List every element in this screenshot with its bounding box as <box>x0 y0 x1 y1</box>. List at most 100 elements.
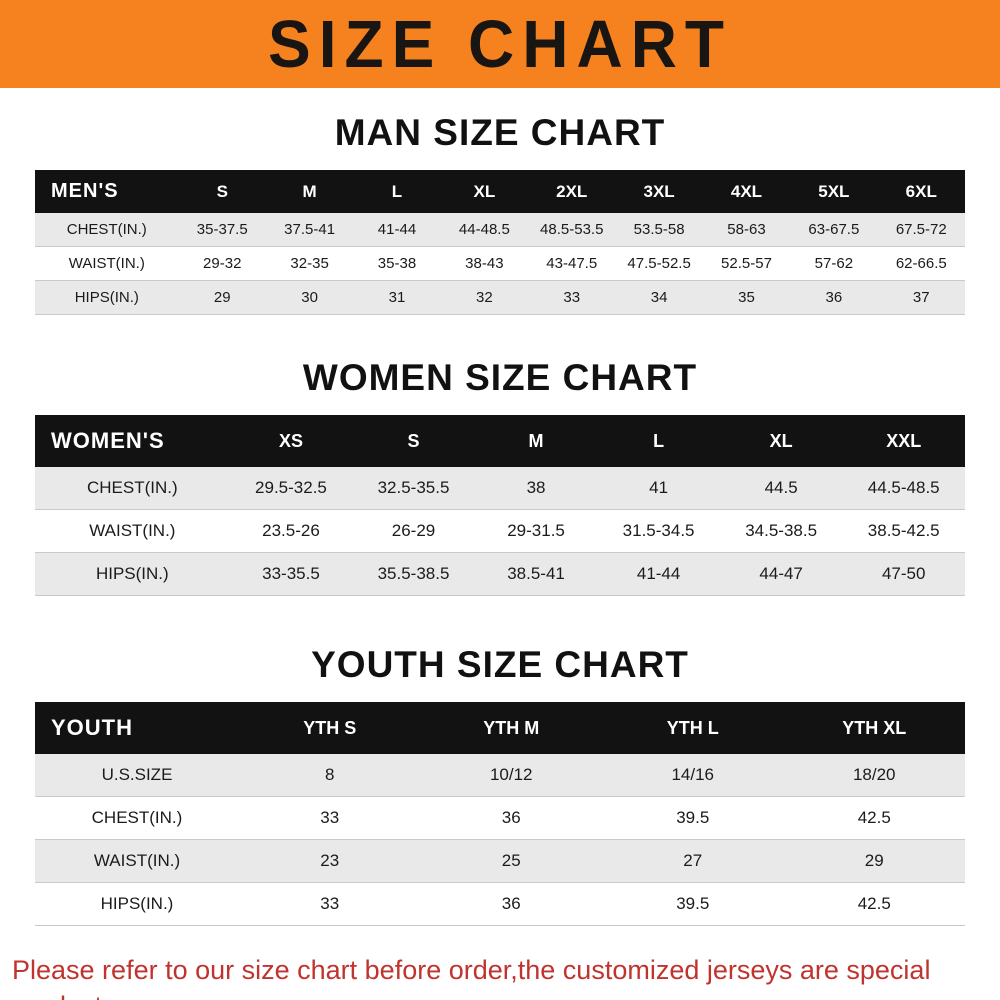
size-header-cell: XL <box>440 170 529 213</box>
size-header-cell: S <box>352 415 475 467</box>
data-cell: 14/16 <box>602 754 784 797</box>
data-cell: 41 <box>597 467 720 510</box>
size-header-cell: XL <box>719 415 843 467</box>
size-header-cell: 6XL <box>877 170 965 213</box>
women-section-heading: WOMEN SIZE CHART <box>302 357 698 398</box>
data-cell: 36 <box>420 796 602 840</box>
data-cell: 32.5-35.5 <box>352 467 475 510</box>
table-row: WAIST(IN.) 23.5-26 26-29 29-31.5 31.5-34.5 34… <box>35 509 965 553</box>
women-size-table: WOMEN'S XS S M L XL XXL CHEST(IN.) 29.5-32.5 32.5… <box>35 415 965 596</box>
data-cell: 29-31.5 <box>474 509 598 553</box>
data-cell: 8 <box>239 754 421 797</box>
data-cell: 32-35 <box>265 246 354 281</box>
row-label-cell: WAIST(IN.) <box>35 509 230 553</box>
data-cell: 25 <box>420 839 602 883</box>
data-cell: 36 <box>420 882 602 926</box>
data-cell: 38-43 <box>440 246 529 281</box>
table-title-cell: MEN'S <box>35 170 179 213</box>
data-cell: 33-35.5 <box>229 552 353 596</box>
table-row: HIPS(IN.) 33 36 39.5 42.5 <box>35 882 965 926</box>
size-header-cell: XS <box>229 415 353 467</box>
footer-notice: Please refer to our size chart before or… <box>0 952 1000 1000</box>
size-header-cell: YTH M <box>420 702 602 754</box>
data-cell: 47.5-52.5 <box>615 246 703 281</box>
header-row: MEN'S S M L XL 2XL 3XL 4XL 5XL 6XL <box>35 170 965 213</box>
row-label-cell: CHEST(IN.) <box>35 467 230 510</box>
data-cell: 30 <box>265 280 354 315</box>
row-label-cell: HIPS(IN.) <box>35 552 230 596</box>
data-cell: 37.5-41 <box>265 213 354 247</box>
data-cell: 29 <box>783 839 965 883</box>
size-header-cell: YTH XL <box>783 702 965 754</box>
youth-size-table: YOUTH YTH S YTH M YTH L YTH XL U.S.SIZE 8 10/12… <box>35 702 965 926</box>
data-cell: 44-47 <box>719 552 843 596</box>
row-label-cell: HIPS(IN.) <box>35 280 179 315</box>
size-header-cell: 4XL <box>702 170 791 213</box>
data-cell: 39.5 <box>602 796 784 840</box>
man-size-table: MEN'S S M L XL 2XL 3XL 4XL 5XL 6XL CHEST(IN.) 35-37… <box>35 170 965 315</box>
data-cell: 44.5-48.5 <box>842 467 965 510</box>
data-cell: 58-63 <box>702 213 791 247</box>
data-cell: 23 <box>239 839 421 883</box>
table-row: U.S.SIZE 8 10/12 14/16 18/20 <box>35 754 965 797</box>
data-cell: 18/20 <box>783 754 965 797</box>
data-cell: 29-32 <box>178 246 266 281</box>
data-cell: 32 <box>440 280 529 315</box>
data-cell: 48.5-53.5 <box>528 213 616 247</box>
header-row: WOMEN'S XS S M L XL XXL <box>35 415 965 467</box>
data-cell: 35 <box>702 280 791 315</box>
data-cell: 29.5-32.5 <box>229 467 353 510</box>
data-cell: 37 <box>877 280 965 315</box>
size-header-cell: XXL <box>842 415 965 467</box>
header-row: YOUTH YTH S YTH M YTH L YTH XL <box>35 702 965 754</box>
data-cell: 62-66.5 <box>877 246 965 281</box>
data-cell: 53.5-58 <box>615 213 703 247</box>
row-label-cell: HIPS(IN.) <box>35 882 239 926</box>
size-header-cell: YTH L <box>602 702 784 754</box>
data-cell: 31 <box>353 280 441 315</box>
banner: SIZE CHART <box>0 0 1000 88</box>
row-label-cell: U.S.SIZE <box>35 754 239 797</box>
data-cell: 47-50 <box>842 552 965 596</box>
data-cell: 33 <box>239 796 421 840</box>
size-header-cell: L <box>597 415 720 467</box>
size-header-cell: 3XL <box>615 170 703 213</box>
page-title: SIZE CHART <box>268 6 732 82</box>
row-label-cell: CHEST(IN.) <box>35 796 239 840</box>
table-title-cell: WOMEN'S <box>35 415 230 467</box>
data-cell: 52.5-57 <box>702 246 791 281</box>
youth-section-heading: YOUTH SIZE CHART <box>311 644 689 685</box>
man-section-heading: MAN SIZE CHART <box>334 112 666 153</box>
data-cell: 34.5-38.5 <box>719 509 843 553</box>
table-title-cell: YOUTH <box>35 702 239 754</box>
data-cell: 38 <box>474 467 598 510</box>
data-cell: 63-67.5 <box>790 213 878 247</box>
row-label-cell: CHEST(IN.) <box>35 213 179 247</box>
data-cell: 44-48.5 <box>440 213 529 247</box>
table-row: HIPS(IN.) 29 30 31 32 33 34 35 36 37 <box>35 280 965 315</box>
table-row: HIPS(IN.) 33-35.5 35.5-38.5 38.5-41 41-44 44-… <box>35 552 965 596</box>
size-header-cell: 2XL <box>528 170 616 213</box>
size-header-cell: L <box>353 170 441 213</box>
data-cell: 44.5 <box>719 467 843 510</box>
size-header-cell: YTH S <box>239 702 421 754</box>
data-cell: 29 <box>178 280 266 315</box>
data-cell: 33 <box>528 280 616 315</box>
data-cell: 38.5-41 <box>474 552 598 596</box>
row-label-cell: WAIST(IN.) <box>35 839 239 883</box>
data-cell: 42.5 <box>783 882 965 926</box>
table-row: CHEST(IN.) 33 36 39.5 42.5 <box>35 796 965 840</box>
data-cell: 23.5-26 <box>229 509 353 553</box>
data-cell: 36 <box>790 280 878 315</box>
size-header-cell: S <box>178 170 266 213</box>
data-cell: 57-62 <box>790 246 878 281</box>
data-cell: 35-37.5 <box>178 213 266 247</box>
data-cell: 35.5-38.5 <box>352 552 475 596</box>
data-cell: 33 <box>239 882 421 926</box>
size-header-cell: M <box>265 170 354 213</box>
data-cell: 42.5 <box>783 796 965 840</box>
size-header-cell: 5XL <box>790 170 878 213</box>
data-cell: 43-47.5 <box>528 246 616 281</box>
row-label-cell: WAIST(IN.) <box>35 246 179 281</box>
